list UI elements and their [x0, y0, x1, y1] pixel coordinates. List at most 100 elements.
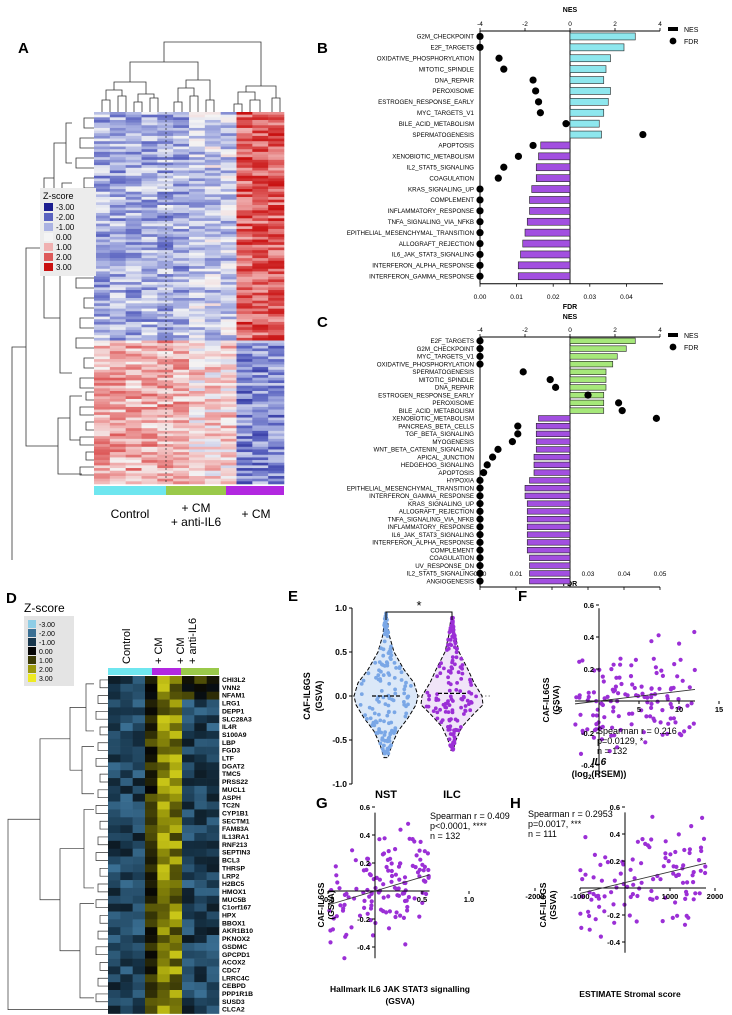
heatmap-a-cell — [109, 244, 126, 248]
heatmap-a-cell — [268, 391, 285, 394]
heatmap-a-cell — [189, 202, 206, 206]
legend-d-label: -1.00 — [39, 640, 55, 647]
heatmap-a-cell — [141, 181, 158, 185]
legend-nes-label: NES — [684, 27, 699, 34]
scatter-point — [668, 716, 673, 721]
heatmap-a-cell — [173, 279, 190, 283]
heatmap-a-cell — [252, 279, 269, 283]
heatmap-a-cell — [109, 420, 126, 424]
heatmap-a-cell — [204, 125, 221, 129]
heatmap-a-cell — [141, 476, 158, 479]
heatmap-d-cell — [182, 990, 195, 999]
heatmap-a-cell — [173, 167, 190, 171]
fdr-point — [476, 515, 484, 523]
nes-bar — [569, 130, 602, 139]
heatmap-a-cell — [94, 170, 111, 174]
violin-point — [389, 720, 394, 725]
heatmap-d-cell — [169, 817, 183, 826]
heatmap-a-cell — [125, 266, 142, 270]
heatmap-a-cell — [204, 223, 221, 227]
heatmap-d-cell — [194, 801, 207, 810]
heatmap-a-cell — [141, 420, 158, 424]
scatter-point — [661, 864, 666, 869]
gene-set-label: SPERMATOGENESIS — [412, 132, 474, 139]
heatmap-a-cell — [173, 244, 190, 248]
heatmap-a-cell — [157, 406, 174, 410]
dendro-branch — [97, 977, 108, 987]
heatmap-a-cell — [189, 287, 206, 291]
heatmap-a-cell — [236, 151, 253, 155]
heatmap-a-cell — [173, 433, 190, 437]
heatmap-a-cell — [94, 436, 111, 440]
gene-label: VNN2 — [222, 685, 240, 692]
violin-point — [439, 720, 444, 725]
heatmap-d-cell — [169, 801, 183, 810]
heatmap-a-cell — [189, 173, 206, 177]
heatmap-d-cell — [169, 919, 183, 928]
heatmap-a-cell — [125, 260, 142, 264]
heatmap-d-cell — [108, 974, 121, 983]
heatmap-a-cell — [252, 220, 269, 224]
scatter-point — [413, 865, 418, 870]
gene-set-label: E2F_TARGETS — [430, 45, 474, 52]
legend-a-swatch — [44, 243, 53, 251]
heatmap-d-cell — [182, 833, 195, 842]
heatmap-d-cell — [169, 738, 183, 747]
dendro-branch — [149, 97, 159, 112]
scatter-point — [365, 856, 370, 861]
heatmap-a-cell — [204, 263, 221, 267]
heatmap-d-cell — [206, 825, 220, 834]
panel-label-g: G — [316, 795, 328, 812]
heatmap-a-cell — [141, 436, 158, 440]
heatmap-a-cell — [268, 428, 285, 432]
heatmap-a-cell — [94, 353, 111, 357]
heatmap-a-cell — [220, 189, 237, 193]
heatmap-a-cell — [173, 367, 190, 371]
heatmap-a-cell — [204, 252, 221, 256]
scatter-point — [691, 880, 696, 885]
legend-a-label: -1.00 — [56, 223, 75, 232]
heatmap-d-cell — [206, 754, 220, 763]
heatmap-a-cell — [189, 295, 206, 299]
heatmap-a-cell — [157, 465, 174, 469]
heatmap-a-cell — [236, 125, 253, 129]
heatmap-a-cell — [173, 173, 190, 177]
gene-set-label: XENOBIOTIC_METABOLISM — [392, 154, 474, 161]
heatmap-a-cell — [173, 468, 190, 472]
heatmap-a-cell — [157, 422, 174, 426]
heatmap-a-cell — [236, 401, 253, 405]
violin-point — [378, 741, 383, 746]
heatmap-a-cell — [157, 194, 174, 198]
heatmap-d-cell — [194, 895, 207, 904]
scatter-point — [370, 933, 376, 938]
heatmap-a-cell — [141, 287, 158, 291]
heatmap-a-cell — [220, 476, 237, 479]
heatmap-a-cell — [109, 258, 126, 262]
heatmap-a-cell — [125, 444, 142, 448]
heatmap-a-cell — [236, 335, 253, 339]
heatmap-a-cell — [173, 313, 190, 317]
gene-label: BCL3 — [222, 858, 240, 865]
heatmap-a-cell — [204, 282, 221, 286]
heatmap-d-cell — [206, 801, 220, 810]
heatmap-a-cell — [189, 478, 206, 482]
gene-set-label: HEDGEHOG_SIGNALING — [401, 462, 474, 469]
heatmap-a-cell — [268, 449, 285, 453]
heatmap-a-cell — [141, 117, 158, 121]
heatmap-a-cell — [189, 292, 206, 296]
scatter-point — [618, 656, 623, 661]
heatmap-a-cell — [204, 305, 221, 309]
heatmap-a-cell — [220, 258, 237, 262]
scatter-point — [690, 873, 695, 878]
heatmap-a-cell — [125, 348, 142, 352]
heatmap-a-cell — [236, 417, 253, 421]
violin-point — [443, 710, 448, 714]
heatmap-a-cell — [173, 377, 190, 381]
heatmap-a-cell — [141, 324, 158, 328]
scatter-point — [670, 915, 675, 920]
heatmap-a-cell — [157, 433, 174, 437]
heatmap-a-cell — [252, 462, 269, 466]
heatmap-a-cell — [252, 380, 269, 384]
heatmap-a-cell — [109, 337, 126, 341]
x-axis-label-2: (GSVA) — [385, 996, 414, 1006]
